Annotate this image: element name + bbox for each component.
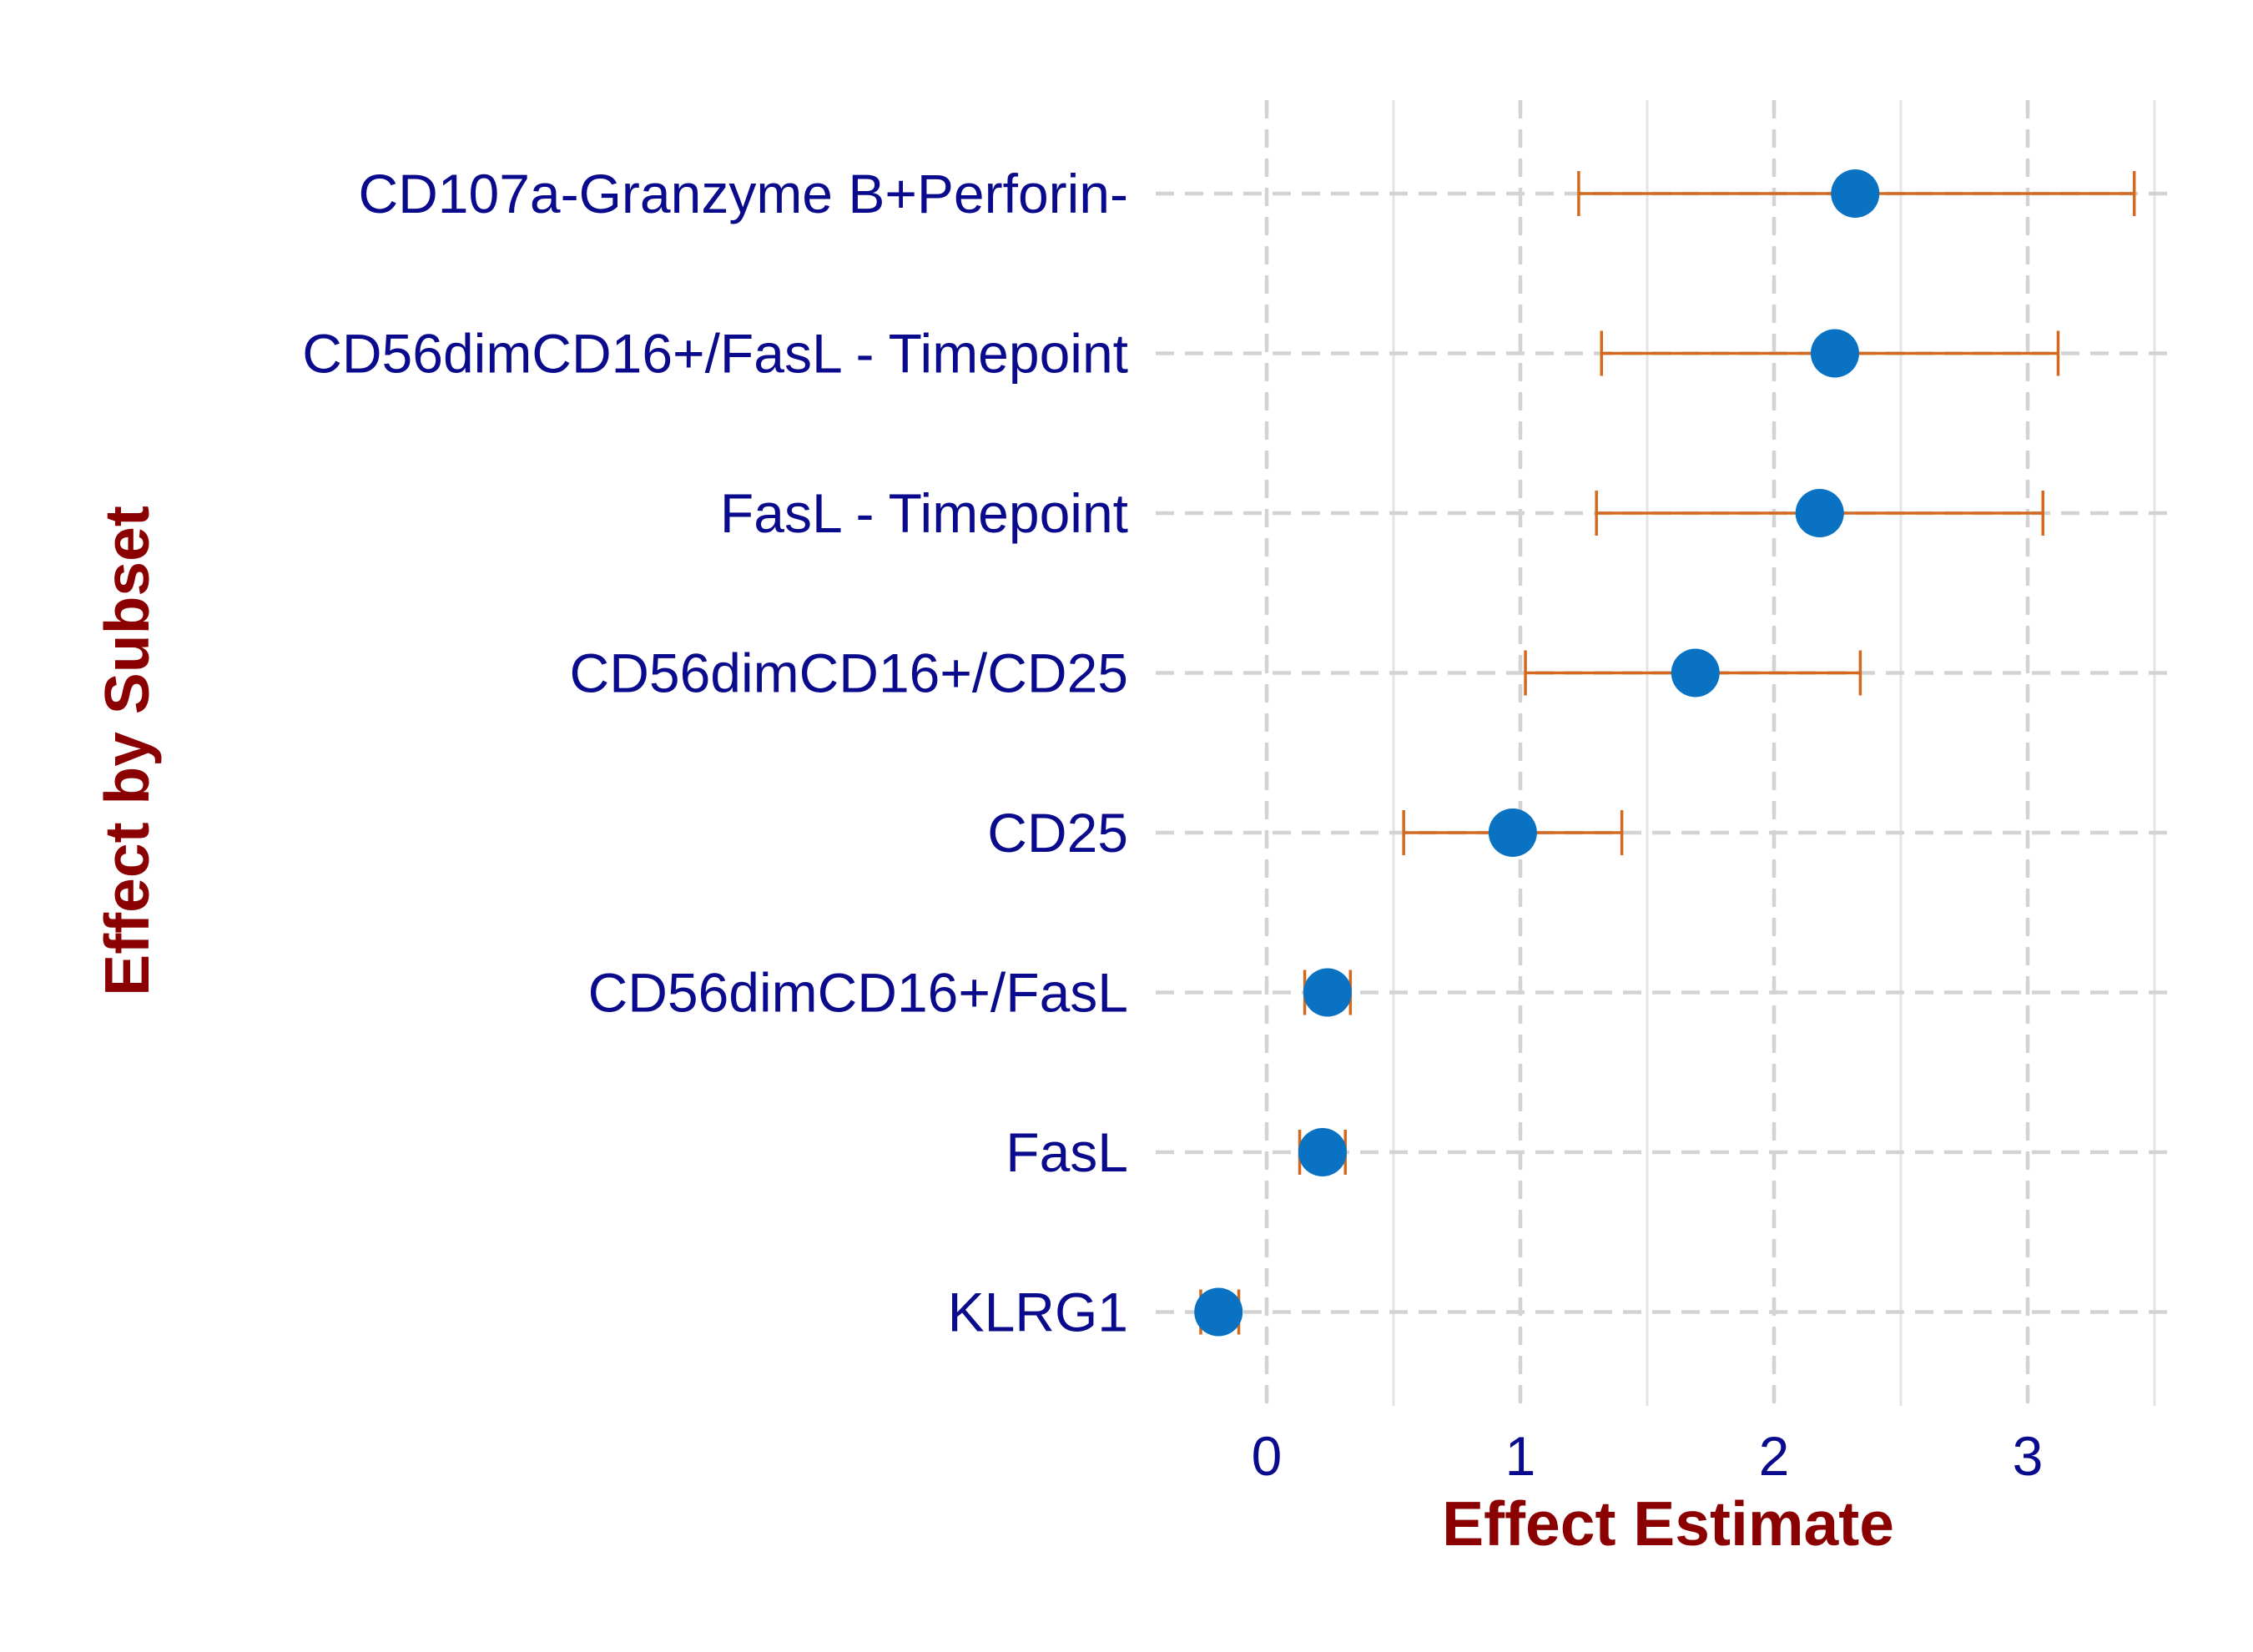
x-tick-label: 3	[2013, 1425, 2044, 1487]
data-point	[1303, 968, 1352, 1017]
data-point	[1298, 1128, 1347, 1176]
y-axis-title: Effect by Subset	[92, 506, 162, 996]
y-tick-label: CD56dimCD16+/CD25	[570, 642, 1128, 704]
data-point	[1810, 329, 1859, 378]
data-point	[1488, 808, 1537, 857]
data-point	[1831, 169, 1880, 218]
x-axis-title: Effect Estimate	[1442, 1488, 1894, 1559]
y-tick-label: CD56dimCD16+/FasL	[588, 962, 1128, 1024]
data-point	[1671, 648, 1720, 698]
point-layer	[1194, 169, 1880, 1337]
y-tick-labels: CD107a-Granzyme B+Perforin- CD56dimCD16+/…	[302, 163, 1128, 1343]
y-tick-label: CD25	[987, 802, 1128, 864]
x-tick-label: 1	[1505, 1425, 1536, 1487]
x-tick-label: 2	[1759, 1425, 1790, 1487]
grid-layer	[1156, 100, 2178, 1406]
y-tick-label: CD56dimCD16+/FasL - Timepoint	[302, 323, 1128, 385]
x-tick-label: 0	[1252, 1425, 1283, 1487]
data-point	[1795, 489, 1844, 537]
data-point	[1194, 1287, 1243, 1337]
y-tick-label: FasL	[1006, 1121, 1128, 1183]
y-tick-label: FasL - Timepoint	[720, 482, 1128, 544]
y-tick-label: KLRG1	[948, 1282, 1128, 1343]
y-tick-label: CD107a-Granzyme B+Perforin-	[358, 163, 1128, 224]
x-tick-labels: 0 1 2 3	[1252, 1425, 2044, 1487]
